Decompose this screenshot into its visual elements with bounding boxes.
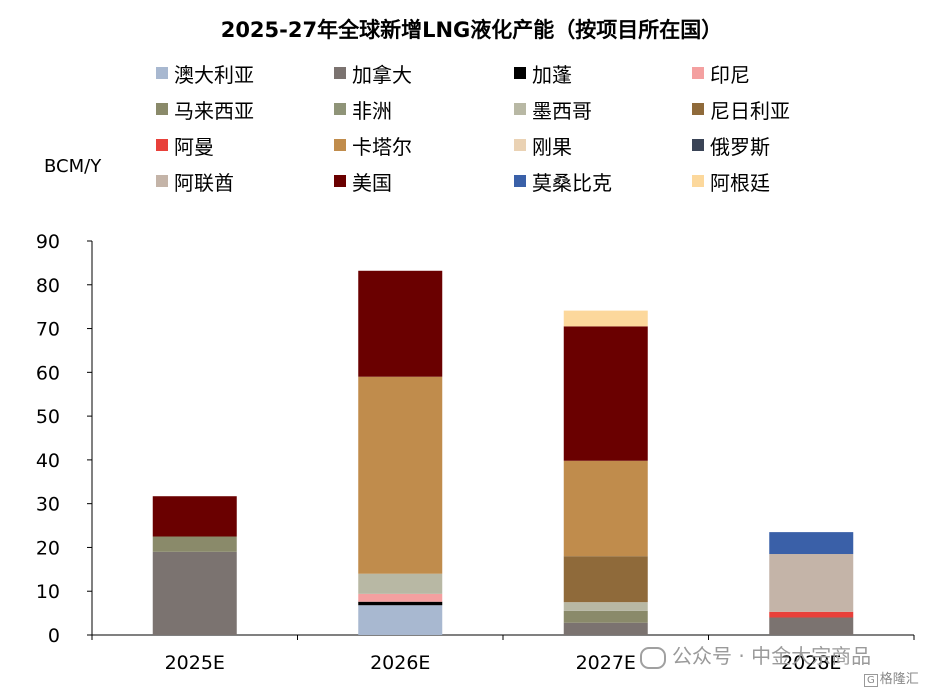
bar-segment [563,622,648,635]
watermark: 公众号 · 中金大宗商品 [640,640,871,669]
bar-segment [358,605,443,635]
y-tick-label: 10 [36,581,60,603]
y-tick-label: 80 [36,275,60,297]
bar-segment [563,310,648,327]
y-tick-label: 40 [36,450,60,472]
legend-swatch [692,67,704,79]
bar-segment [563,556,648,603]
legend-item: 美国 [334,166,392,196]
bar-segment [769,611,854,618]
bar-segment [358,376,443,574]
y-tick-label: 90 [36,231,60,253]
legend-item: 阿曼 [156,130,214,160]
brand-mark: G [864,674,878,687]
bar-segment [769,617,854,635]
bar-segment [358,573,443,594]
legend-swatch [156,139,168,151]
legend-label: 尼日利亚 [710,98,790,123]
legend-label: 卡塔尔 [352,134,412,159]
legend-item: 墨西哥 [514,94,592,124]
bar-segment [358,270,443,377]
x-tick-label: 2028E [781,652,841,674]
bar-segment [358,601,443,606]
legend-label: 墨西哥 [532,98,592,123]
legend-label: 俄罗斯 [710,134,770,159]
legend-swatch [156,175,168,187]
legend-label: 印尼 [710,62,750,87]
bar-segment [358,593,443,602]
legend-swatch [334,139,346,151]
y-tick-label: 30 [36,494,60,516]
bar-segment [769,554,854,612]
legend-label: 阿根廷 [710,170,770,195]
bar-segment [152,551,237,635]
x-tick-label: 2027E [576,652,636,674]
legend-item: 加蓬 [514,58,572,88]
legend-item: 非洲 [334,94,392,124]
y-tick-label: 0 [48,625,60,647]
y-axis-unit-label: BCM/Y [44,156,102,177]
legend-item: 俄罗斯 [692,130,770,160]
brand-text: 格隆汇 [879,672,919,687]
legend-label: 美国 [352,170,392,195]
bar-segment [152,536,237,552]
bar-segment [563,602,648,611]
legend-swatch [514,175,526,187]
legend-label: 澳大利亚 [174,62,254,87]
chart-title: 2025-27年全球新增LNG液化产能（按项目所在国） [220,18,723,42]
x-tick-label: 2026E [370,652,430,674]
watermark-text: 公众号 · 中金大宗商品 [672,644,872,668]
legend-item: 尼日利亚 [692,94,790,124]
legend-swatch [156,103,168,115]
y-tick-label: 20 [36,537,60,559]
legend-label: 加蓬 [532,62,572,87]
legend-swatch [514,67,526,79]
wechat-icon [640,646,666,669]
legend-item: 刚果 [514,130,572,160]
x-tick-label: 2025E [165,652,225,674]
legend-label: 马来西亚 [174,98,254,123]
legend-item: 阿联酋 [156,166,234,196]
legend-label: 阿联酋 [174,170,234,195]
legend-swatch [692,139,704,151]
legend-item: 马来西亚 [156,94,254,124]
legend-item: 印尼 [692,58,750,88]
legend-item: 阿根廷 [692,166,770,196]
legend-label: 非洲 [352,98,392,123]
legend-swatch [334,67,346,79]
legend-swatch [514,139,526,151]
legend-swatch [334,103,346,115]
bar-segment [563,460,648,557]
y-tick-label: 60 [36,362,60,384]
legend-swatch [692,103,704,115]
legend-swatch [156,67,168,79]
bar-segment [152,496,237,537]
legend-swatch [514,103,526,115]
legend-item: 加拿大 [334,58,412,88]
bar-segment [769,532,854,555]
legend-swatch [334,175,346,187]
legend-item: 澳大利亚 [156,58,254,88]
legend-label: 阿曼 [174,134,214,159]
bar-segment [563,326,648,461]
legend-label: 加拿大 [352,62,412,87]
legend-item: 莫桑比克 [514,166,612,196]
legend-swatch [692,175,704,187]
legend-label: 莫桑比克 [532,170,612,195]
y-tick-label: 70 [36,319,60,341]
brand-logo: G 格隆汇 [864,668,919,687]
legend-item: 卡塔尔 [334,130,412,160]
bar-segment [563,610,648,623]
y-tick-label: 50 [36,406,60,428]
legend-label: 刚果 [532,134,572,159]
